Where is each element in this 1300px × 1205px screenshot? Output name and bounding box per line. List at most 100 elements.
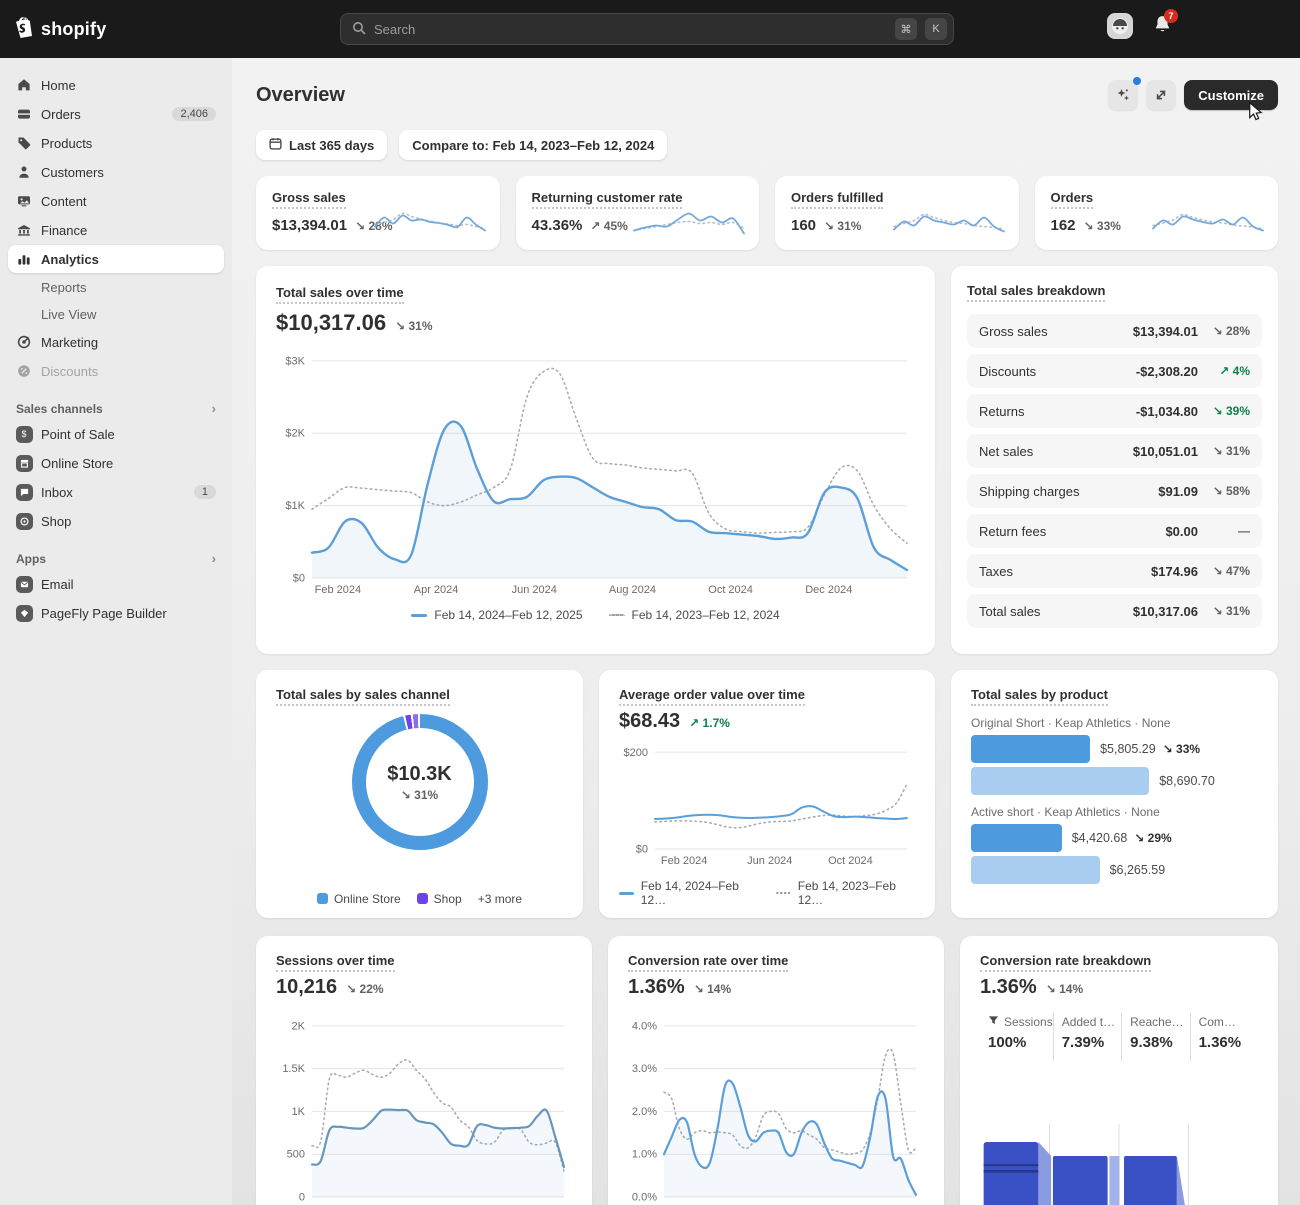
search-input[interactable]: Search ⌘ K xyxy=(340,13,954,45)
svg-text:$1K: $1K xyxy=(285,500,305,512)
breakdown-row: Gross sales$13,394.01↘ 28% xyxy=(967,314,1262,348)
product-bar-current xyxy=(971,735,1090,763)
date-range-button[interactable]: Last 365 days xyxy=(256,130,387,160)
svg-text:$0: $0 xyxy=(636,844,648,856)
returning-rate-sparkline xyxy=(633,204,745,242)
conversion-chart: 0.0%1.0%2.0%3.0%4.0% xyxy=(628,1009,924,1201)
sidebar-item-home[interactable]: Home xyxy=(8,71,224,99)
sidebar-item-reports[interactable]: Reports xyxy=(8,274,224,300)
product-group: Active short · Keap Athletics · None $4,… xyxy=(971,805,1258,884)
expand-button[interactable] xyxy=(1146,80,1176,110)
svg-text:Dec 2024: Dec 2024 xyxy=(805,584,852,596)
conversion-title[interactable]: Conversion rate over time xyxy=(628,953,788,972)
apps-header[interactable]: Apps › xyxy=(16,551,216,566)
legend-online-store: Online Store xyxy=(317,892,401,906)
orders-count-badge: 2,406 xyxy=(172,107,216,121)
channel-title[interactable]: Total sales by sales channel xyxy=(276,687,450,706)
breakdown-row: Discounts-$2,308.20↗ 4% xyxy=(967,354,1262,388)
sales-channels-header[interactable]: Sales channels › xyxy=(16,401,216,416)
sidebar-item-inbox[interactable]: Inbox 1 xyxy=(8,478,224,506)
svg-text:Oct 2024: Oct 2024 xyxy=(828,855,873,867)
svg-text:$200: $200 xyxy=(624,747,648,759)
mouse-cursor xyxy=(1248,102,1265,126)
funnel-title[interactable]: Conversion rate breakdown xyxy=(980,953,1151,972)
sidebar-item-marketing[interactable]: Marketing xyxy=(8,328,224,356)
aov-legend-current: Feb 14, 2024–Feb 12… xyxy=(619,879,758,907)
sidebar-item-products[interactable]: Products xyxy=(8,129,224,157)
metric-title[interactable]: Gross sales xyxy=(272,190,346,209)
point-of-sale-icon: $ xyxy=(16,426,32,443)
gross-sales-sparkline xyxy=(374,204,486,242)
chevron-right-icon: › xyxy=(212,401,216,416)
metric-delta: ↘ 33% xyxy=(1084,219,1121,233)
breakdown-row: Net sales$10,051.01↘ 31% xyxy=(967,434,1262,468)
svg-text:4.0%: 4.0% xyxy=(632,1020,657,1032)
sidebar-item-analytics[interactable]: Analytics xyxy=(8,245,224,273)
sessions-over-time-card: Sessions over time 10,216 ↘ 22% 05001K1.… xyxy=(256,936,592,1205)
sidebar-item-pagefly[interactable]: PageFly Page Builder xyxy=(8,599,224,627)
aov-chart: $0$200Feb 2024Jun 2024Oct 2024 xyxy=(619,741,915,869)
funnel-step-sessions: Sessions 100% xyxy=(980,1013,1053,1061)
breakdown-row: Taxes$174.96↘ 47% xyxy=(967,554,1262,588)
sessions-title[interactable]: Sessions over time xyxy=(276,953,395,972)
sidebar-item-discounts[interactable]: Discounts xyxy=(8,357,224,385)
breakdown-title[interactable]: Total sales breakdown xyxy=(967,283,1105,302)
notification-dot xyxy=(1133,77,1141,85)
k-keycap: K xyxy=(925,18,947,40)
shopify-admin: shopify Search ⌘ K 7 Home xyxy=(0,0,1300,1205)
svg-text:1K: 1K xyxy=(292,1106,306,1118)
logo-wordmark: shopify xyxy=(41,19,106,40)
topbar: shopify Search ⌘ K 7 xyxy=(0,0,1300,58)
aov-title[interactable]: Average order value over time xyxy=(619,687,805,706)
svg-text:$0: $0 xyxy=(293,573,305,585)
analytics-icon xyxy=(16,252,32,266)
online-store-swatch xyxy=(317,893,328,904)
sidebar-item-content[interactable]: Content xyxy=(8,187,224,215)
sessions-value: 10,216 xyxy=(276,976,337,999)
store-avatar[interactable] xyxy=(1107,13,1133,39)
legend-current: Feb 14, 2024–Feb 12, 2025 xyxy=(411,608,582,622)
sidebar-item-online-store[interactable]: Online Store xyxy=(8,449,224,477)
sidebar-item-customers[interactable]: Customers xyxy=(8,158,224,186)
dotted-line-swatch xyxy=(609,614,625,616)
sales-by-product-card: Total sales by product Original Short · … xyxy=(951,670,1278,918)
shopify-logo[interactable]: shopify xyxy=(0,16,232,43)
legend-more[interactable]: +3 more xyxy=(478,892,522,906)
sidebar-item-shop[interactable]: Shop xyxy=(8,507,224,535)
notifications-button[interactable]: 7 xyxy=(1153,14,1172,39)
pagefly-icon xyxy=(16,605,32,622)
funnel-value: 1.36% xyxy=(980,976,1037,999)
metric-title[interactable]: Orders xyxy=(1051,190,1094,209)
sidebar: Home Orders 2,406 Products Customers Con… xyxy=(0,58,232,1205)
svg-text:0: 0 xyxy=(299,1192,305,1202)
orders-sparkline xyxy=(1152,204,1264,242)
breakdown-row: Returns-$1,034.80↘ 39% xyxy=(967,394,1262,428)
marketing-icon xyxy=(16,335,32,349)
notification-count-badge: 7 xyxy=(1164,9,1178,23)
metric-value: 43.36% xyxy=(532,217,583,234)
metric-title[interactable]: Orders fulfilled xyxy=(791,190,883,209)
funnel-step-reached-checkout: Reache… 9.38% xyxy=(1121,1013,1189,1061)
svg-text:1.0%: 1.0% xyxy=(632,1149,657,1161)
sidebar-item-email[interactable]: Email xyxy=(8,570,224,598)
sidebar-item-finance[interactable]: Finance xyxy=(8,216,224,244)
total-sales-title[interactable]: Total sales over time xyxy=(276,285,404,304)
svg-text:0.0%: 0.0% xyxy=(632,1192,657,1202)
metric-card-returning-rate: Returning customer rate 43.36% ↗ 45% xyxy=(516,176,760,250)
sidebar-item-orders[interactable]: Orders 2,406 xyxy=(8,100,224,128)
sidebar-item-live-view[interactable]: Live View xyxy=(8,301,224,327)
product-bar-current xyxy=(971,824,1062,852)
calendar-icon xyxy=(269,137,282,153)
insights-button[interactable] xyxy=(1108,80,1138,110)
orders-fulfilled-sparkline xyxy=(893,204,1005,242)
compare-range-button[interactable]: Compare to: Feb 14, 2023–Feb 12, 2024 xyxy=(399,130,667,160)
sidebar-item-point-of-sale[interactable]: $ Point of Sale xyxy=(8,420,224,448)
shopify-bag-icon xyxy=(14,16,34,43)
average-order-value-card: Average order value over time $68.43 ↗ 1… xyxy=(599,670,935,918)
products-title[interactable]: Total sales by product xyxy=(971,687,1108,706)
svg-text:3.0%: 3.0% xyxy=(632,1063,657,1075)
main-content: Overview Customize Last 365 days xyxy=(232,58,1300,1205)
total-sales-delta: ↘ 31% xyxy=(395,319,432,333)
shop-swatch xyxy=(417,893,428,904)
funnel-icon xyxy=(988,1015,999,1029)
